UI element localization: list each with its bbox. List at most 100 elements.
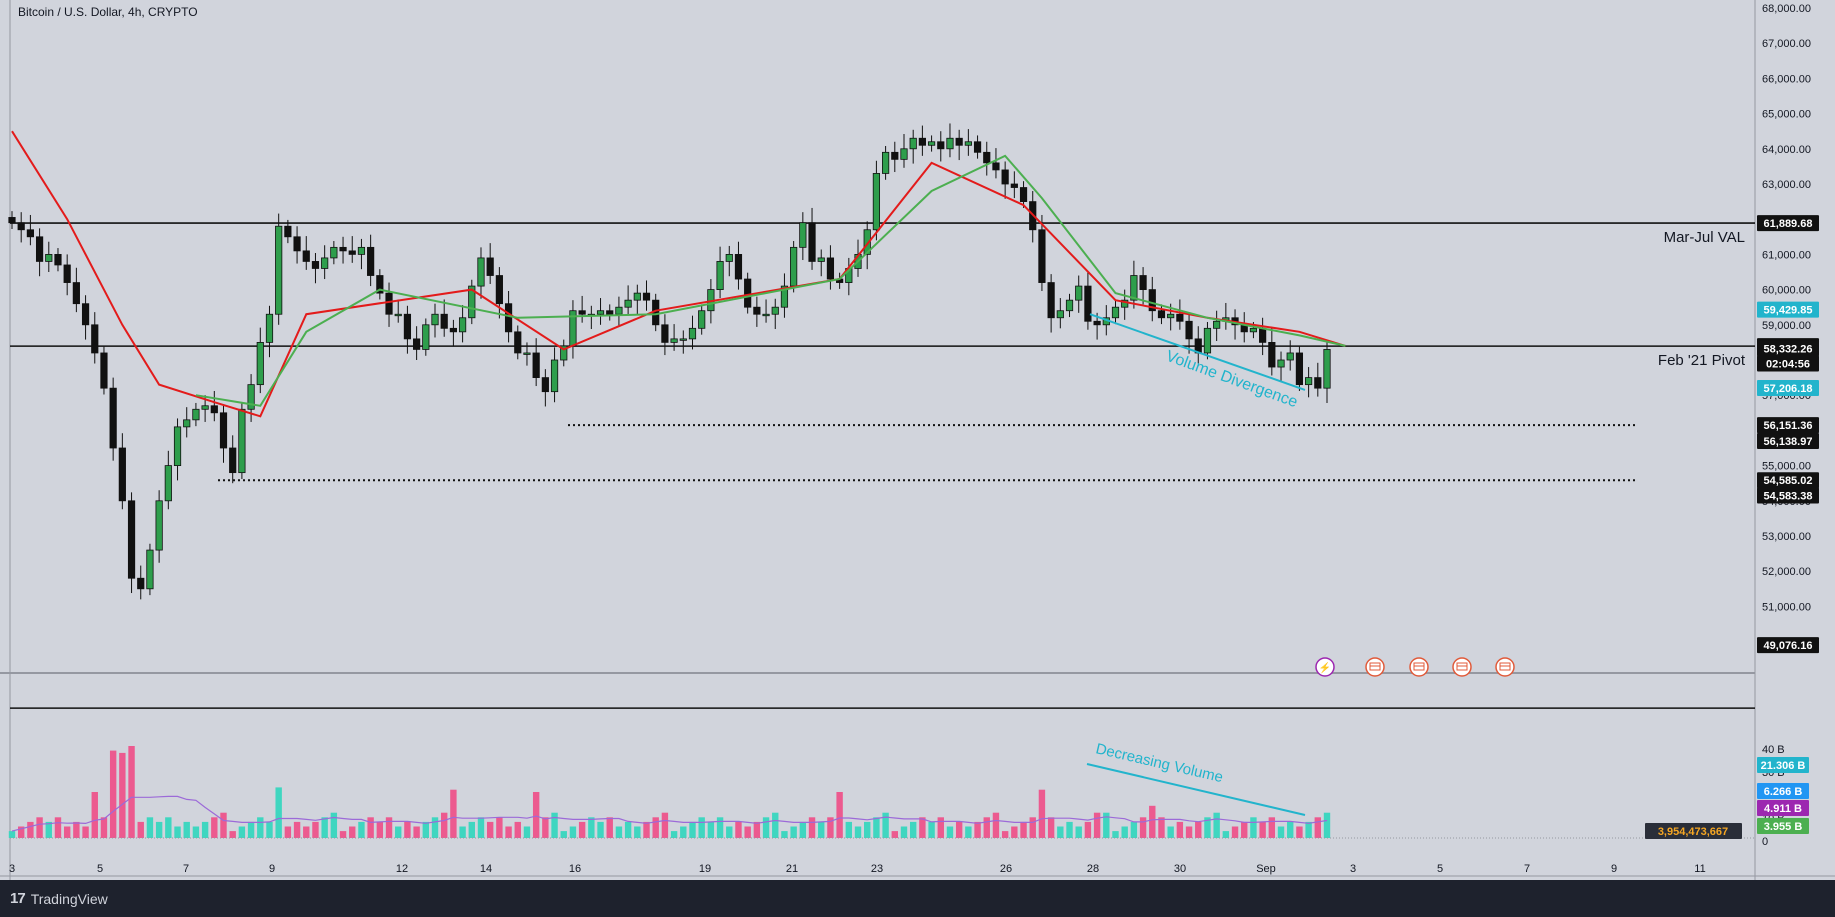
candle-body xyxy=(468,285,476,319)
price-label-box xyxy=(1757,379,1819,396)
candle-body xyxy=(624,299,632,308)
volume-bar xyxy=(63,826,71,838)
volume-bar xyxy=(1075,826,1082,838)
candle-body xyxy=(54,253,62,266)
volume-bar xyxy=(422,821,430,838)
volume-bar xyxy=(275,787,282,838)
candle-body xyxy=(633,292,641,301)
candle-body xyxy=(431,313,439,326)
y-tick-label: 53,000.00 xyxy=(1762,531,1811,543)
volume-bar xyxy=(376,821,384,838)
volume-bar xyxy=(1305,821,1312,838)
volume-bar xyxy=(532,792,540,838)
volume-divergence-line xyxy=(1089,313,1306,391)
volume-label-text: 4.911 B xyxy=(1764,803,1802,815)
candle-body xyxy=(606,310,614,315)
candle-body xyxy=(17,222,25,231)
candle-body xyxy=(394,313,402,317)
candle-body xyxy=(449,327,457,333)
volume-bar xyxy=(983,817,990,838)
candle-body xyxy=(955,137,963,146)
ema-fast-line xyxy=(11,130,1346,418)
candle-body xyxy=(72,282,80,305)
price-label-text: 54,583.38 xyxy=(1764,491,1813,503)
volume-bar xyxy=(1213,812,1220,838)
volume-bar xyxy=(1185,826,1193,838)
volume-bar xyxy=(1047,817,1055,838)
candle-body xyxy=(265,313,274,343)
candle-body xyxy=(321,257,329,269)
us-flag-event-icon xyxy=(1409,657,1429,677)
candle-body xyxy=(983,151,991,164)
volume-bar xyxy=(1057,826,1064,838)
volume-bar xyxy=(385,817,393,838)
candle-body xyxy=(164,465,172,502)
candle-body xyxy=(486,257,494,276)
x-tick-label: 23 xyxy=(871,863,883,875)
x-tick-label: 7 xyxy=(1524,863,1530,875)
volume-bar xyxy=(1084,821,1092,838)
volume-bar xyxy=(928,821,935,838)
volume-bar xyxy=(1176,821,1184,838)
x-tick-label: 30 xyxy=(1174,863,1186,875)
volume-bar xyxy=(192,826,200,838)
x-tick-label: 5 xyxy=(1437,863,1443,875)
y-tick-label: 65,000.00 xyxy=(1762,109,1811,121)
volume-bar xyxy=(753,821,761,838)
candle-body xyxy=(1167,313,1175,319)
candle-body xyxy=(900,148,908,160)
candle-body xyxy=(1305,377,1313,386)
candle-body xyxy=(376,275,384,294)
x-tick-label: 9 xyxy=(1611,863,1617,875)
price-label-text: 56,138.97 xyxy=(1764,436,1813,448)
footer-brand: TradingView xyxy=(30,890,108,907)
volume-bar xyxy=(1029,817,1036,838)
volume-bar xyxy=(744,826,751,838)
volume-bar xyxy=(762,817,770,838)
candle-body xyxy=(238,408,246,474)
candle-body xyxy=(1268,341,1276,368)
volume-bar xyxy=(358,821,365,838)
candle-body xyxy=(1038,229,1046,283)
volume-bar xyxy=(551,812,558,838)
candles xyxy=(8,123,1331,600)
price-chart[interactable]: 68,000.00 67,000.00 66,000.00 65,000.00 64,0… xyxy=(0,0,1835,880)
tradingview-logo-icon: 17 xyxy=(10,890,26,907)
candle-body xyxy=(109,387,117,449)
volume-pane xyxy=(0,676,1755,876)
volume-bar xyxy=(1314,817,1322,838)
candle-body xyxy=(523,352,531,355)
candle-body xyxy=(1213,320,1221,329)
candle-body xyxy=(550,359,559,393)
price-label-box xyxy=(1757,637,1819,654)
volume-tick-label: 0 xyxy=(1762,836,1768,848)
volume-bar xyxy=(1195,821,1202,838)
candle-body xyxy=(247,384,255,410)
volume-bar xyxy=(873,817,880,838)
volume-bar xyxy=(900,826,908,838)
volume-bar xyxy=(560,831,567,838)
candle-body xyxy=(872,173,881,231)
volume-label-text: 21.306 B xyxy=(1761,760,1806,772)
volume-bar xyxy=(569,826,577,838)
candle-body xyxy=(284,225,292,238)
candle-body xyxy=(1084,285,1092,322)
candle-body xyxy=(1203,327,1212,354)
x-tick-label: 21 xyxy=(786,863,798,875)
candle-body xyxy=(578,310,586,315)
tradingview-logo[interactable]: 17 TradingView xyxy=(10,890,108,907)
volume-bar xyxy=(919,817,926,838)
volume-bar xyxy=(864,821,871,838)
candle-body xyxy=(311,261,320,269)
volume-bar xyxy=(1204,817,1211,838)
candle-body xyxy=(413,338,421,350)
volume-bar xyxy=(1250,817,1257,838)
candle-body xyxy=(1314,377,1322,389)
volume-bar xyxy=(496,817,503,838)
volume-bar xyxy=(726,826,733,838)
candle-body xyxy=(1056,310,1064,319)
volume-bar xyxy=(229,831,236,838)
volume-bar xyxy=(781,831,788,838)
candle-body xyxy=(100,352,108,389)
volume-bar xyxy=(808,817,816,838)
